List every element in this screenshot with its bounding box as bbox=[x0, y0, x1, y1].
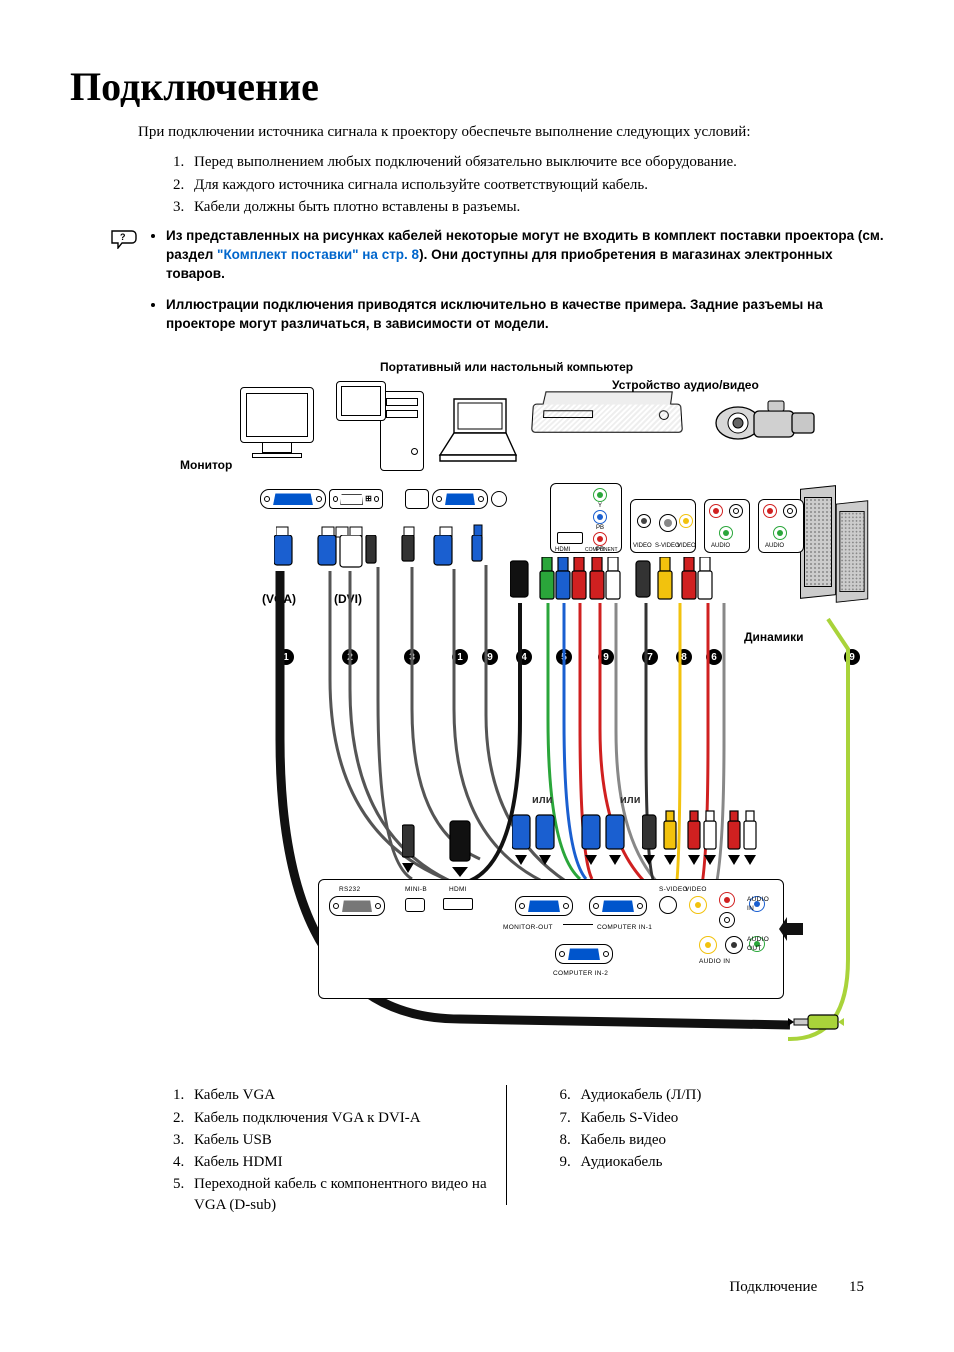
legend-item: Аудиокабель bbox=[575, 1152, 885, 1172]
badge-9c: 9 bbox=[844, 649, 860, 665]
speaker-left bbox=[836, 502, 868, 628]
badge-1a: 1 bbox=[278, 649, 294, 665]
footer-page-number: 15 bbox=[849, 1279, 864, 1295]
dvd-device bbox=[531, 404, 683, 433]
note-block: ? Из представленных на рисунках кабелей … bbox=[110, 227, 884, 345]
av-plug-bodies bbox=[510, 557, 750, 631]
label-or-1: или bbox=[532, 793, 553, 808]
legend-item: Кабель видео bbox=[575, 1130, 885, 1150]
camcorder-device bbox=[710, 393, 820, 453]
desktop-monitor bbox=[336, 381, 386, 421]
av-panel-hdmi-component: Y PB PR HDMI COMPONENT bbox=[550, 483, 622, 553]
badge-8: 8 bbox=[676, 649, 692, 665]
av-panel-audio-2: AUDIO bbox=[758, 499, 804, 553]
pc-port-row: ⊞ bbox=[260, 489, 383, 509]
legend-right-list: Аудиокабель (Л/П) Кабель S-Video Кабель … bbox=[525, 1085, 885, 1172]
connection-diagram: Портативный или настольный компьютер Уст… bbox=[180, 359, 860, 1059]
intro-text: При подключении источника сигнала к прое… bbox=[138, 122, 884, 142]
label-notebook-desktop: Портативный или настольный компьютер bbox=[380, 359, 633, 375]
audio-out-plug bbox=[788, 1009, 844, 1043]
desktop-tower bbox=[380, 391, 424, 471]
note-item: Иллюстрации подключения приводятся исклю… bbox=[166, 296, 884, 334]
legend-item: Кабель подключения VGA к DVI-A bbox=[188, 1108, 498, 1128]
speaker-right bbox=[800, 487, 836, 627]
badge-6: 6 bbox=[706, 649, 722, 665]
badge-9a: 9 bbox=[482, 649, 498, 665]
bottom-plugs-right bbox=[642, 809, 782, 883]
monitor-base bbox=[252, 453, 302, 458]
badge-4: 4 bbox=[516, 649, 532, 665]
legend-item: Кабель USB bbox=[188, 1130, 498, 1150]
page-footer: Подключение 15 bbox=[70, 1277, 884, 1297]
condition-item: Кабели должны быть плотно вставлены в ра… bbox=[188, 197, 884, 217]
label-monitor: Монитор bbox=[180, 457, 232, 473]
av-panel-audio-1: AUDIO bbox=[704, 499, 750, 553]
monitor-cable-arrow bbox=[779, 917, 803, 945]
note-icon: ? bbox=[110, 227, 142, 255]
badge-3: 3 bbox=[404, 649, 420, 665]
label-vga: (VGA) bbox=[262, 591, 296, 607]
label-speakers: Динамики bbox=[744, 629, 803, 645]
badge-1b: 1 bbox=[452, 649, 468, 665]
vga-port bbox=[260, 489, 326, 509]
monitor-stand bbox=[262, 443, 292, 453]
legend-divider bbox=[506, 1085, 507, 1205]
pc-plug-bodies bbox=[274, 535, 504, 599]
monitor-device bbox=[240, 387, 314, 443]
badge-2: 2 bbox=[342, 649, 358, 665]
bottom-plugs-left bbox=[402, 817, 512, 881]
laptop-device bbox=[436, 395, 520, 473]
legend-left-list: Кабель VGA Кабель подключения VGA к DVI-… bbox=[138, 1085, 498, 1215]
legend-item: Переходной кабель с компонентного видео … bbox=[188, 1174, 498, 1215]
legend-item: Кабель VGA bbox=[188, 1085, 498, 1105]
condition-item: Перед выполнением любых подключений обяз… bbox=[188, 152, 884, 172]
pc-port-row-2 bbox=[405, 489, 507, 509]
projector-rear-panel: RS232 MINI-B HDMI S-VIDEO VIDEO AUDIO IN… bbox=[318, 879, 784, 999]
legend-item: Кабель HDMI bbox=[188, 1152, 498, 1172]
page-title: Подключение bbox=[70, 60, 884, 114]
svg-text:?: ? bbox=[120, 232, 126, 242]
label-dvi: (DVI) bbox=[334, 591, 362, 607]
legend-item: Аудиокабель (Л/П) bbox=[575, 1085, 885, 1105]
footer-section: Подключение bbox=[729, 1279, 817, 1295]
label-or-2: или bbox=[620, 793, 641, 808]
numbered-conditions: Перед выполнением любых подключений обяз… bbox=[138, 152, 884, 217]
dvi-port: ⊞ bbox=[329, 489, 383, 509]
condition-item: Для каждого источника сигнала используйт… bbox=[188, 175, 884, 195]
note-link[interactable]: "Комплект поставки" на стр. 8 bbox=[217, 247, 419, 262]
legend-item: Кабель S-Video bbox=[575, 1108, 885, 1128]
badge-7: 7 bbox=[642, 649, 658, 665]
note-item: Из представленных на рисунках кабелей не… bbox=[166, 227, 884, 284]
av-panel-svideo: VIDEO S-VIDEO VIDEO bbox=[630, 499, 696, 553]
cable-legend: Кабель VGA Кабель подключения VGA к DVI-… bbox=[138, 1085, 884, 1217]
badge-9b: 9 bbox=[598, 649, 614, 665]
badge-5: 5 bbox=[556, 649, 572, 665]
